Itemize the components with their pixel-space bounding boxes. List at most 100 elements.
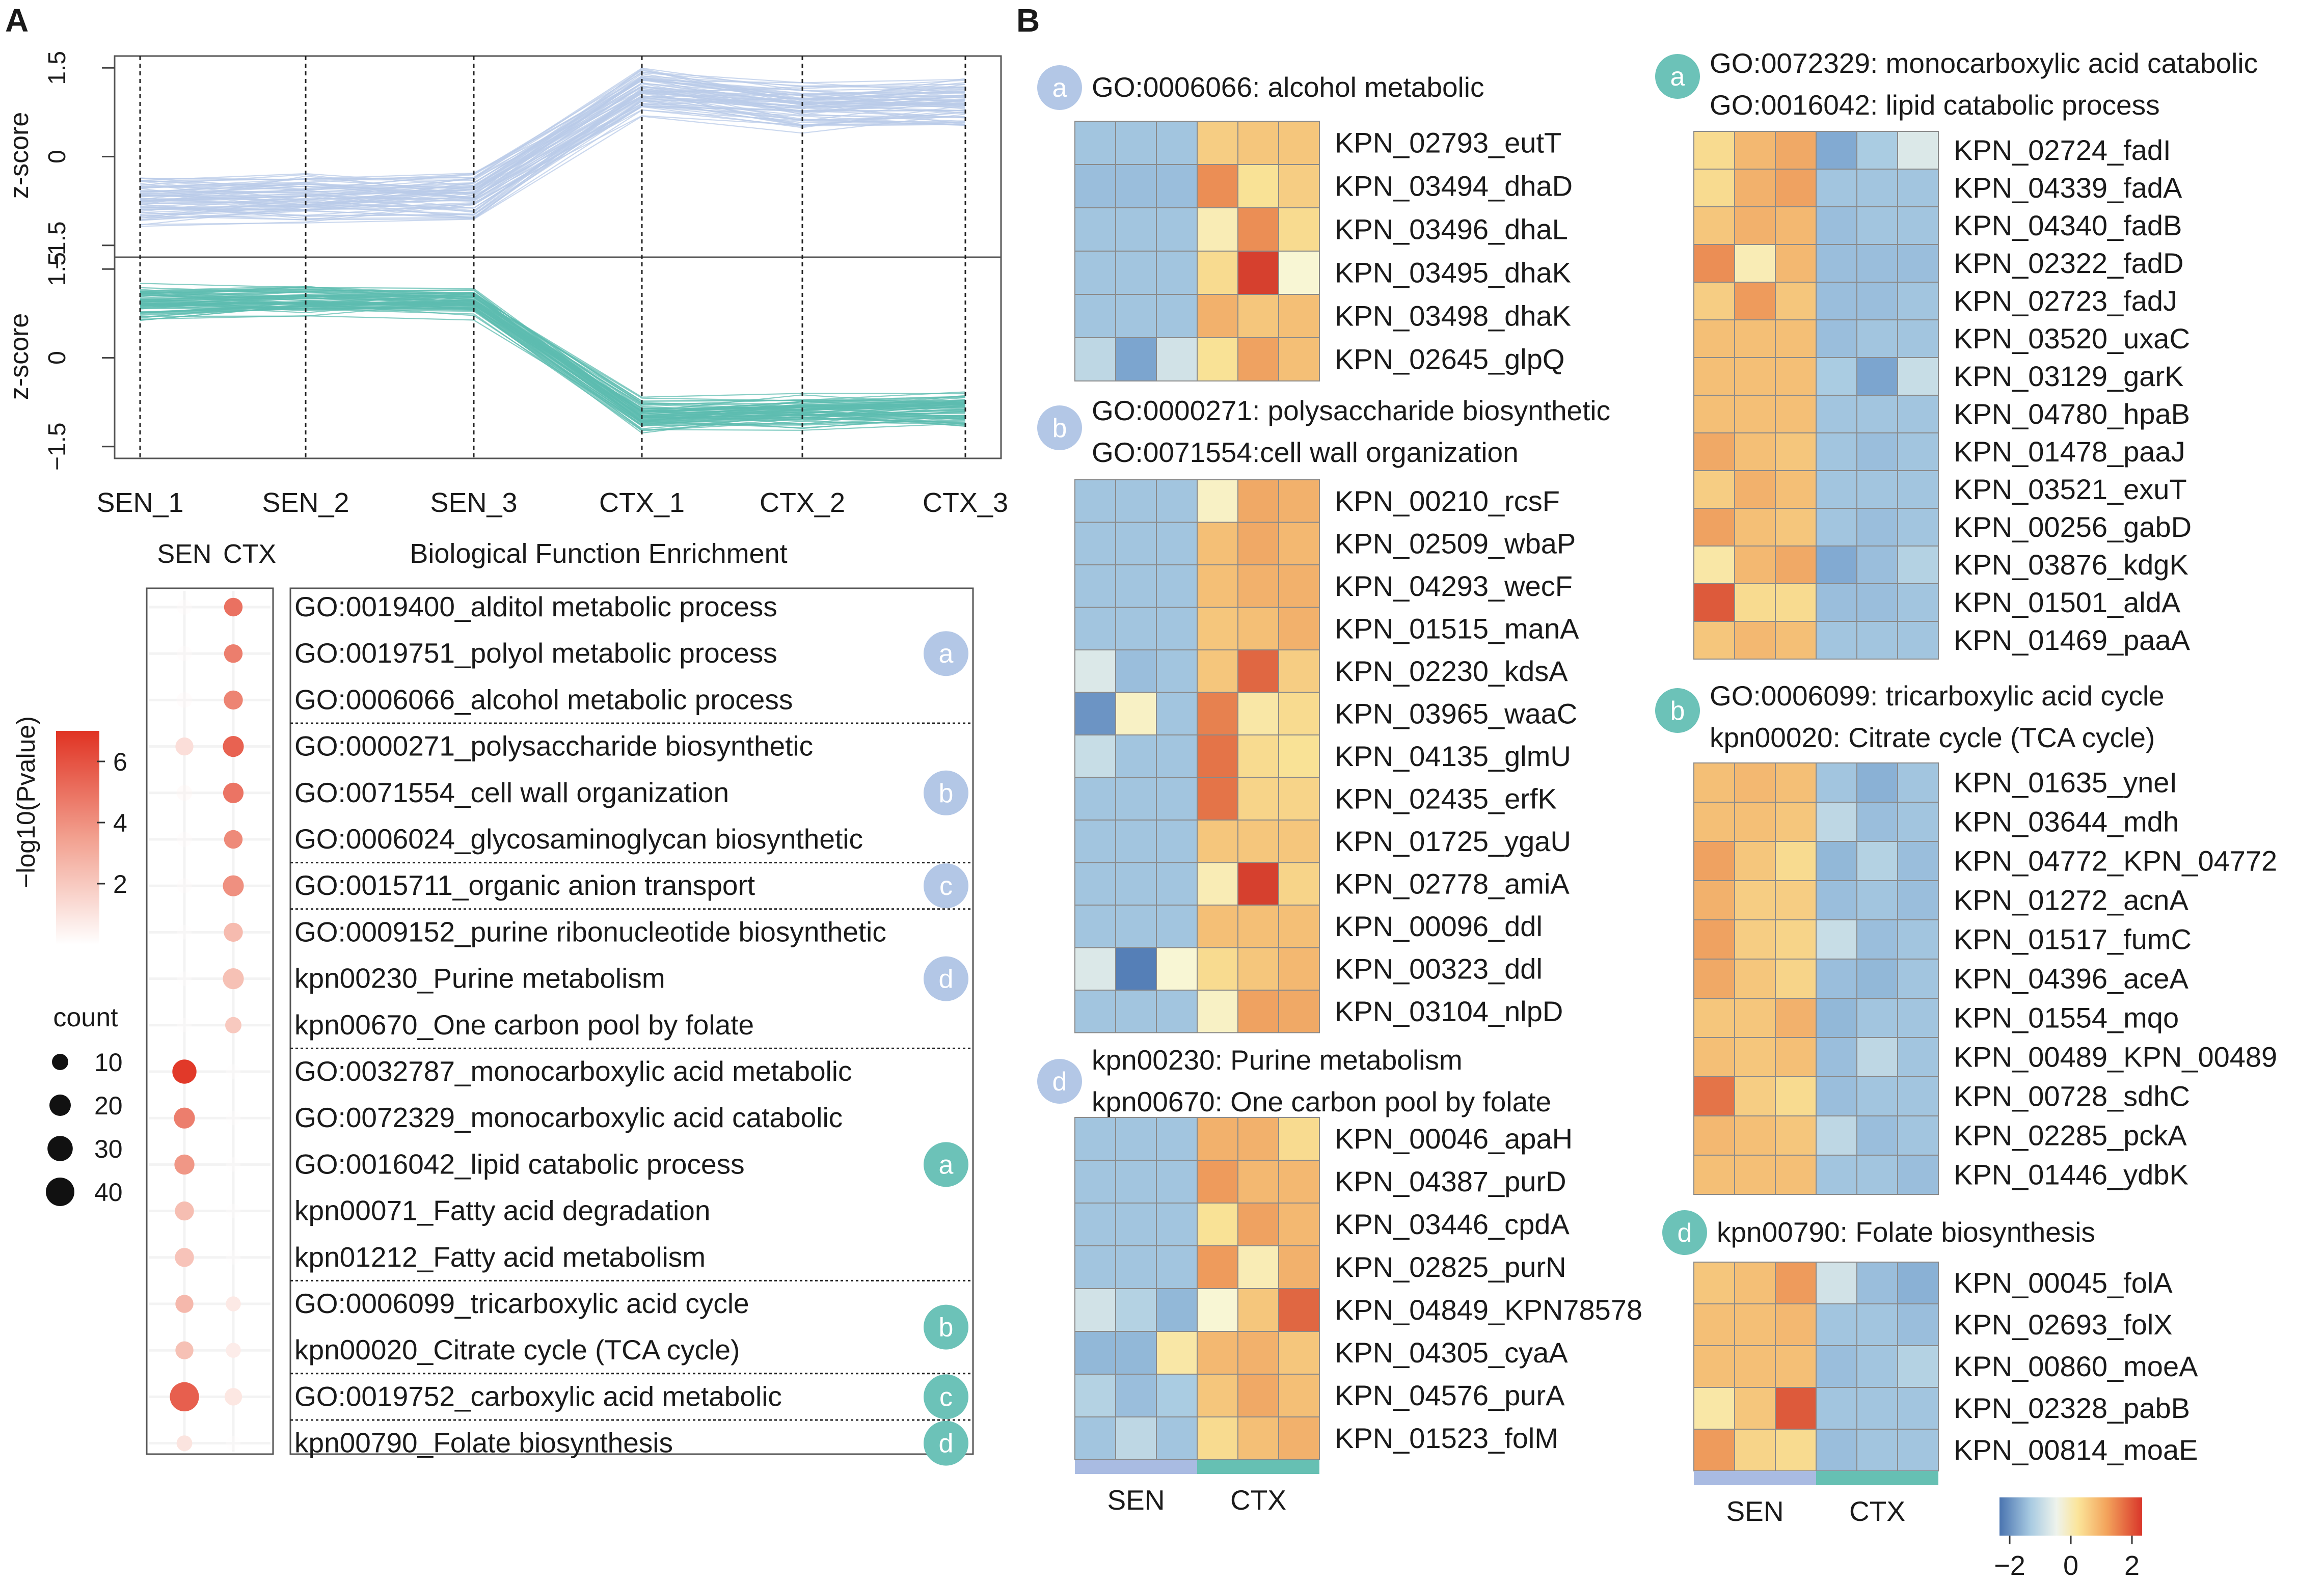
group-badge-letter: c	[939, 871, 953, 901]
group-badge: b	[924, 770, 968, 815]
heatmap-cell	[1775, 432, 1817, 471]
heatmap-cell	[1816, 1387, 1857, 1430]
heatmap-cell	[1856, 1262, 1898, 1304]
pvalue-ticks: 6 4 2	[97, 748, 127, 898]
heatmap-cell	[1278, 337, 1320, 381]
heatmap-cell	[1074, 777, 1116, 821]
heatmap-gene-label: KPN_03876_kdgK	[1954, 549, 2188, 581]
heatmap-gene-label: KPN_01517_fumC	[1954, 923, 2192, 955]
trace-cluster_down	[140, 283, 966, 412]
heatmap-gene-label: KPN_00046_apaH	[1335, 1123, 1573, 1155]
heatmap-cell	[1156, 947, 1198, 991]
heatmap-cell	[1816, 206, 1857, 245]
heatmap-cell	[1816, 621, 1857, 660]
group-badge-letter: d	[939, 1429, 954, 1459]
heatmap-gene-label: KPN_03520_uxaC	[1954, 322, 2190, 354]
heatmap-cell	[1775, 545, 1817, 584]
heatmap-title: kpn00230: Purine metabolism	[1092, 1044, 1463, 1076]
heatmap-badge-circle	[1037, 1059, 1082, 1104]
heatmap-cell	[1856, 959, 1898, 999]
heatmap-cell	[1775, 357, 1817, 396]
pvalue-legend-title: −log10(Pvalue)	[12, 716, 40, 888]
heatmap-cell	[1775, 508, 1817, 547]
enrichment-dot	[226, 1250, 241, 1265]
heatmap-cell	[1074, 1203, 1116, 1246]
heatmap-cell	[1237, 121, 1279, 165]
zscore-colorbar-ticks: −2 0 2	[1994, 1536, 2140, 1581]
enrichment-dot	[224, 922, 243, 942]
enrichment-dot	[224, 690, 243, 710]
heatmap-cell	[1197, 1331, 1238, 1375]
heatmap-cell	[1734, 131, 1776, 170]
heatmap-cell	[1897, 919, 1939, 960]
heatmap-cell	[1897, 998, 1939, 1038]
heatmap-cell	[1237, 1288, 1279, 1332]
heatmap-cell	[1816, 583, 1857, 622]
enrichment-dot	[177, 646, 192, 661]
heatmap-cell	[1775, 319, 1817, 358]
trace-cluster_down	[140, 287, 966, 414]
trace-cluster_up	[140, 82, 966, 208]
enrichment-dot	[226, 1343, 241, 1358]
y-tick-label: 0	[44, 150, 71, 163]
sen-group-bar	[1694, 1471, 1816, 1485]
zscore-tick-label: 0	[2063, 1550, 2078, 1581]
heatmap-cell	[1074, 1160, 1116, 1204]
heatmap-badge-letter: a	[1670, 62, 1685, 92]
heatmap-badge-circle	[1037, 65, 1082, 110]
zscore-colorbar-gradient	[1999, 1497, 2142, 1536]
heatmap-cell	[1816, 1262, 1857, 1304]
heatmap-cell	[1816, 1303, 1857, 1346]
heatmap-cell	[1237, 990, 1279, 1033]
group-badge-circle	[924, 1421, 968, 1466]
y-tick-label: 0	[44, 351, 71, 365]
heatmap-cell	[1734, 919, 1776, 960]
trace-cluster_down	[140, 302, 966, 431]
count-legend-dot	[49, 1095, 71, 1116]
heatmap-cell	[1734, 206, 1776, 245]
x-tick-label: SEN_2	[262, 487, 349, 518]
dots	[170, 597, 244, 1452]
heatmap-gene-label: KPN_04305_cyaA	[1335, 1336, 1568, 1369]
heatmap-gene-label: KPN_01725_ygaU	[1335, 825, 1571, 857]
heatmap-cell	[1156, 1331, 1198, 1375]
heatmap-cell	[1115, 207, 1157, 252]
count-legend-dot	[52, 1054, 68, 1070]
heatmap-cell	[1156, 777, 1198, 821]
heatmap-cell	[1897, 621, 1939, 660]
heatmap-cell	[1074, 734, 1116, 778]
heatmap-cell	[1115, 820, 1157, 863]
heatmap-cell	[1775, 282, 1817, 320]
y-axis-title-top: z-score	[5, 112, 34, 199]
enrichment-dot	[174, 1107, 195, 1129]
term-label: GO:0009152_purine ribonucleotide biosynt…	[294, 916, 886, 947]
heatmap-cell	[1693, 282, 1735, 320]
heatmap-cell	[1897, 1345, 1939, 1388]
term-label: GO:0019400_alditol metabolic process	[294, 591, 777, 622]
term-label: GO:0006024_glycosaminoglycan biosyntheti…	[294, 823, 863, 855]
heatmap-cell	[1693, 1155, 1735, 1195]
group-badge: a	[924, 1142, 968, 1187]
heatmap-cell	[1734, 841, 1776, 881]
heatmap-title: GO:0072329: monocarboxylic acid cataboli…	[1710, 47, 2258, 79]
enrichment-dot	[177, 1018, 192, 1032]
heatmap-gene-label: KPN_01272_acnA	[1954, 884, 2188, 916]
heatmap-cell	[1278, 564, 1320, 608]
trace-cluster_up	[140, 99, 966, 209]
heatmap-gene-label: KPN_04576_purA	[1335, 1379, 1565, 1411]
heatmap-cell	[1734, 1076, 1776, 1116]
heatmap-cell	[1156, 1203, 1198, 1246]
count-legend-label: 30	[94, 1135, 123, 1163]
pvalue-tick-label: 4	[113, 809, 127, 837]
group-badge: a	[924, 631, 968, 676]
trace-cluster_up	[140, 78, 966, 193]
heatmap-cell	[1074, 1245, 1116, 1289]
heatmap-cell	[1156, 1288, 1198, 1332]
enrichment-dot	[226, 1296, 241, 1312]
heatmap-cell	[1115, 121, 1157, 165]
enrichment-dot	[174, 1154, 195, 1175]
heatmap-cell	[1734, 1037, 1776, 1077]
pvalue-legend-title-wrap: −log10(Pvalue)	[12, 716, 40, 888]
heatmap-cell	[1237, 905, 1279, 948]
